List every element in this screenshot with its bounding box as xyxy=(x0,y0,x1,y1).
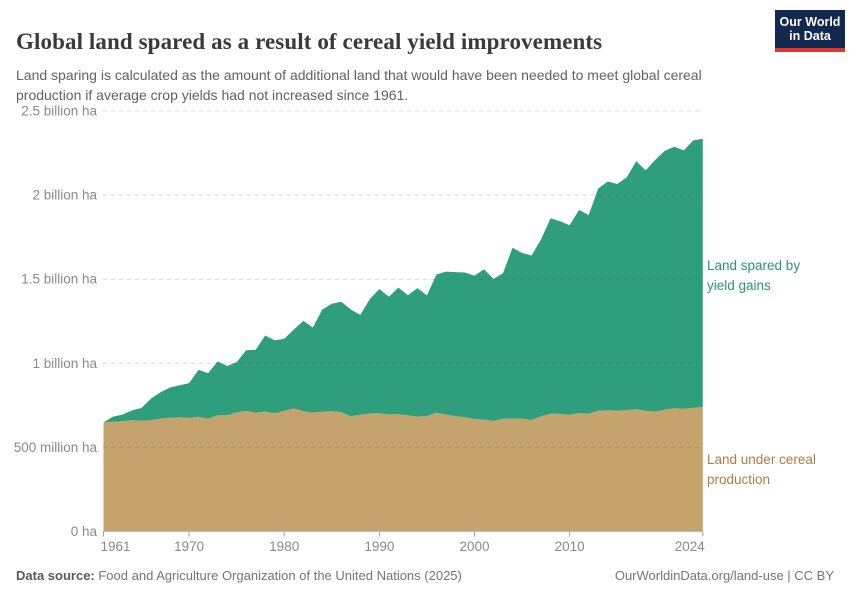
x-tick-label: 2010 xyxy=(555,539,585,554)
owid-logo-line1: Our World xyxy=(779,15,841,29)
chart-title: Global land spared as a result of cereal… xyxy=(16,29,603,55)
series-label-land-under: Land under cereal production xyxy=(707,452,816,487)
y-tick-label: 2 billion ha xyxy=(32,188,97,203)
owid-logo[interactable]: Our World in Data xyxy=(775,10,845,52)
x-tick-label: 2000 xyxy=(459,539,489,554)
area-land-under-cereal-production[interactable] xyxy=(103,407,703,532)
area-land-spared-by-yield-gains[interactable] xyxy=(103,138,703,423)
data-source-label: Data source: xyxy=(16,568,95,583)
y-tick-label: 0 ha xyxy=(71,524,98,539)
x-tick-label: 1961 xyxy=(101,539,131,554)
chart-footer: Data source: Food and Agriculture Organi… xyxy=(16,568,834,583)
series-label-land-spared: Land spared by yield gains xyxy=(707,258,801,293)
x-tick-label: 1990 xyxy=(364,539,394,554)
y-tick-label: 1.5 billion ha xyxy=(21,272,97,287)
data-source-text: Food and Agriculture Organization of the… xyxy=(94,568,462,583)
y-tick-label: 2.5 billion ha xyxy=(21,104,97,119)
x-tick-label: 1980 xyxy=(269,539,299,554)
x-tick-label: 1970 xyxy=(174,539,204,554)
chart-subtitle: Land sparing is calculated as the amount… xyxy=(16,67,702,103)
data-source: Data source: Food and Agriculture Organi… xyxy=(16,568,462,583)
owid-logo-line2: in Data xyxy=(789,29,831,43)
y-tick-label: 1 billion ha xyxy=(32,356,97,371)
x-tick-label: 2024 xyxy=(675,539,706,554)
credit-link[interactable]: OurWorldinData.org/land-use | CC BY xyxy=(614,568,834,583)
y-tick-label: 500 million ha xyxy=(14,440,98,455)
